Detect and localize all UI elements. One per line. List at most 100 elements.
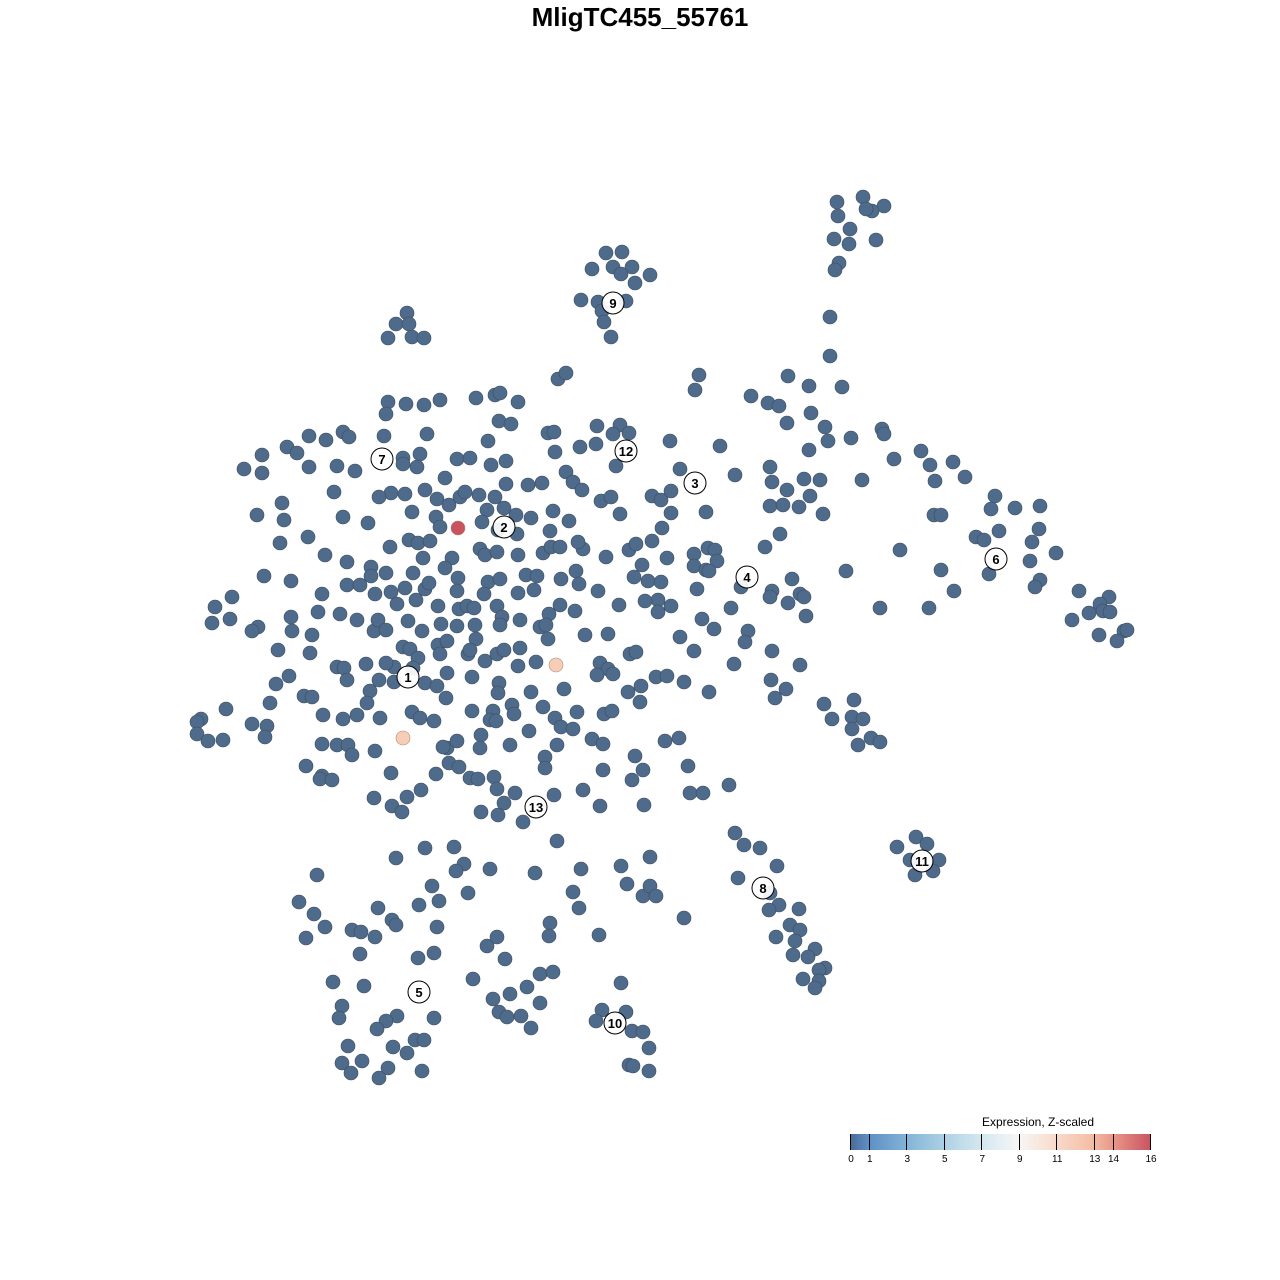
data-point bbox=[545, 964, 561, 980]
data-point bbox=[204, 615, 220, 631]
data-point bbox=[547, 444, 563, 460]
data-point bbox=[595, 762, 611, 778]
data-point bbox=[339, 577, 355, 593]
data-point bbox=[376, 428, 392, 444]
data-point bbox=[762, 589, 778, 605]
data-point bbox=[1031, 521, 1047, 537]
data-point bbox=[349, 612, 365, 628]
data-point bbox=[1081, 605, 1097, 621]
data-point bbox=[476, 586, 492, 602]
data-point bbox=[314, 736, 330, 752]
data-point bbox=[439, 633, 455, 649]
data-point bbox=[428, 766, 444, 782]
data-point bbox=[254, 447, 270, 463]
data-point bbox=[382, 539, 398, 555]
data-point bbox=[1007, 500, 1023, 516]
data-point bbox=[827, 262, 843, 278]
data-point bbox=[663, 505, 679, 521]
data-point bbox=[329, 458, 345, 474]
data-point bbox=[635, 762, 651, 778]
legend-tick-label: 1 bbox=[866, 1154, 873, 1165]
data-point bbox=[796, 471, 812, 487]
cluster-label-circle bbox=[603, 1011, 627, 1035]
data-point bbox=[272, 535, 288, 551]
data-point bbox=[752, 840, 768, 856]
data-point bbox=[532, 995, 548, 1011]
cluster-label-circle bbox=[614, 439, 638, 463]
data-point bbox=[605, 426, 621, 442]
data-point bbox=[1109, 633, 1125, 649]
highlighted-points-layer bbox=[395, 520, 564, 746]
data-point bbox=[843, 430, 859, 446]
data-point bbox=[289, 445, 305, 461]
data-point bbox=[512, 612, 528, 628]
data-point bbox=[780, 368, 796, 384]
data-point bbox=[588, 436, 604, 452]
data-point bbox=[362, 683, 378, 699]
data-point bbox=[419, 426, 435, 442]
data-point bbox=[460, 885, 476, 901]
cluster-label: 13 bbox=[524, 795, 548, 819]
data-point bbox=[474, 514, 490, 530]
data-point bbox=[933, 507, 949, 523]
data-point bbox=[421, 575, 437, 591]
data-point bbox=[488, 713, 504, 729]
data-point bbox=[872, 600, 888, 616]
data-point bbox=[513, 1008, 529, 1024]
data-point bbox=[771, 398, 787, 414]
data-point bbox=[542, 915, 558, 931]
cluster-label-text: 2 bbox=[500, 520, 507, 535]
data-point bbox=[772, 526, 788, 542]
data-point bbox=[480, 433, 496, 449]
cluster-label: 10 bbox=[603, 1011, 627, 1035]
data-point bbox=[659, 550, 675, 566]
data-point bbox=[380, 330, 396, 346]
legend-tick-mark bbox=[906, 1134, 908, 1150]
data-point bbox=[565, 721, 581, 737]
data-point bbox=[302, 645, 318, 661]
data-point bbox=[334, 1055, 350, 1071]
data-point bbox=[552, 597, 568, 613]
data-point bbox=[414, 623, 430, 639]
data-point bbox=[341, 429, 357, 445]
data-point bbox=[284, 623, 300, 639]
data-point bbox=[437, 470, 453, 486]
data-point bbox=[868, 232, 884, 248]
data-point bbox=[854, 472, 870, 488]
data-point bbox=[791, 901, 807, 917]
data-point bbox=[689, 581, 705, 597]
data-point bbox=[549, 833, 565, 849]
data-point bbox=[470, 771, 486, 787]
legend-tick-mark bbox=[850, 1134, 851, 1150]
data-point bbox=[449, 451, 465, 467]
data-point bbox=[816, 696, 832, 712]
cluster-label-text: 5 bbox=[415, 985, 422, 1000]
legend-title: Expression, Z-scaled bbox=[981, 1115, 1095, 1129]
data-point bbox=[397, 580, 413, 596]
data-point bbox=[496, 795, 512, 811]
data-point bbox=[416, 397, 432, 413]
data-point bbox=[318, 432, 334, 448]
data-point bbox=[510, 547, 526, 563]
data-point bbox=[657, 733, 673, 749]
data-point bbox=[306, 906, 322, 922]
data-point bbox=[608, 458, 624, 474]
data-point bbox=[446, 839, 462, 855]
data-point bbox=[412, 446, 428, 462]
data-point bbox=[572, 439, 588, 455]
data-point bbox=[335, 509, 351, 525]
data-point bbox=[432, 646, 448, 662]
cluster-label: 9 bbox=[601, 291, 625, 315]
data-point bbox=[762, 498, 778, 514]
data-point bbox=[633, 678, 649, 694]
data-point bbox=[485, 991, 501, 1007]
data-point bbox=[792, 657, 808, 673]
cluster-label: 3 bbox=[683, 471, 707, 495]
data-point bbox=[496, 500, 512, 516]
cluster-label: 5 bbox=[407, 980, 431, 1004]
data-point bbox=[596, 314, 612, 330]
data-point bbox=[627, 275, 643, 291]
data-point bbox=[496, 642, 512, 658]
data-point bbox=[343, 1065, 359, 1081]
data-point bbox=[358, 656, 374, 672]
